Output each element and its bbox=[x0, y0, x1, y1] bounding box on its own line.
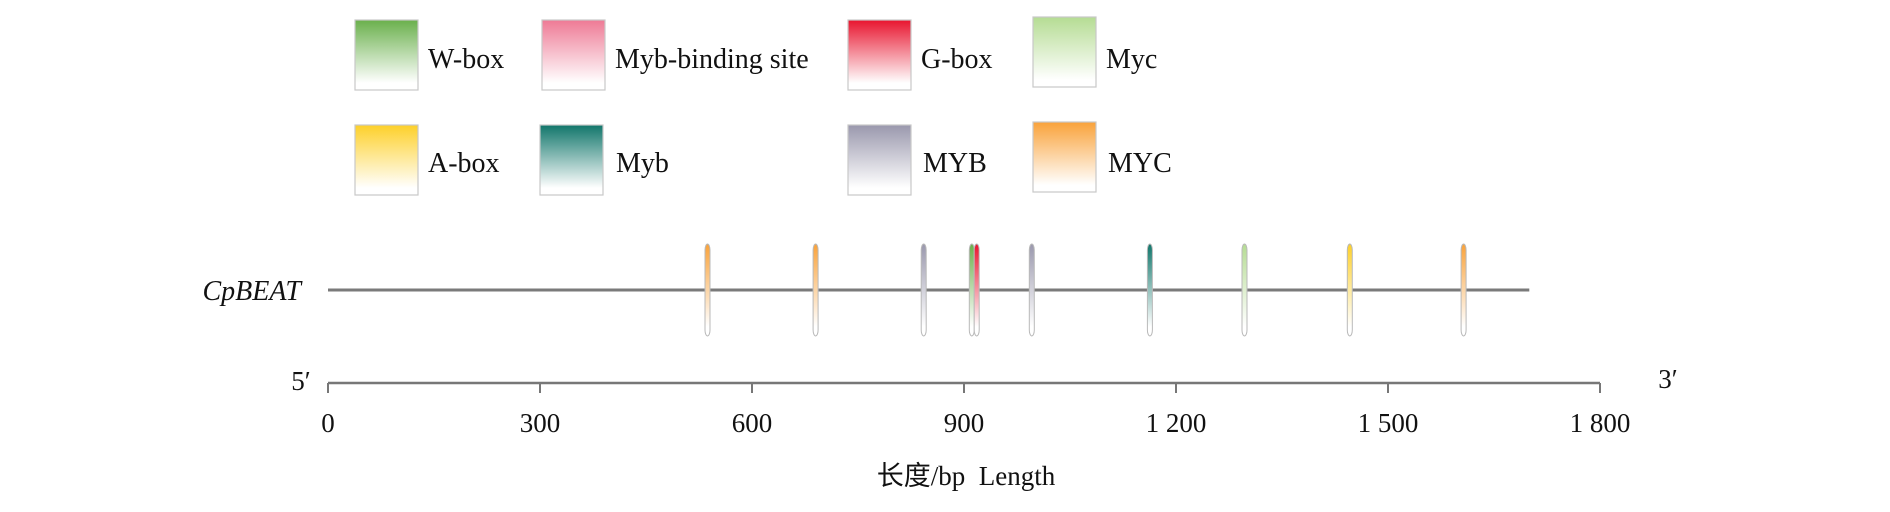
legend-item-w-box: W-box bbox=[354, 19, 504, 91]
element-marker-a-box-8 bbox=[1346, 243, 1353, 337]
legend-item-myb-upper: MYB bbox=[847, 124, 987, 196]
legend-item-g-box: G-box bbox=[847, 19, 993, 91]
legend: W-box Myb-binding site G-box Myc A-box M… bbox=[354, 16, 1172, 196]
five-prime-label: 5′ bbox=[291, 366, 310, 396]
legend-label-myb-upper: MYB bbox=[923, 148, 987, 179]
x-tick-label-1200: 1 200 bbox=[1146, 408, 1207, 438]
legend-swatch-myc bbox=[1032, 16, 1097, 88]
legend-swatch-w-box bbox=[354, 19, 419, 91]
gene-label: CpBEAT bbox=[202, 276, 303, 307]
legend-label-myb-binding-site: Myb-binding site bbox=[615, 44, 809, 75]
legend-item-a-box: A-box bbox=[354, 124, 500, 196]
legend-item-myb: Myb bbox=[539, 124, 669, 196]
element-marker-myc-0 bbox=[704, 243, 711, 337]
element-marker-myb-6 bbox=[1146, 243, 1153, 337]
element-marker-w-box-3 bbox=[968, 243, 975, 337]
x-tick-label-600: 600 bbox=[732, 408, 773, 438]
legend-label-w-box: W-box bbox=[428, 44, 504, 75]
x-axis-title: 长度/bp Length bbox=[877, 461, 1056, 491]
element-markers bbox=[704, 243, 1467, 337]
legend-swatch-myb-upper bbox=[847, 124, 912, 196]
legend-label-myb: Myb bbox=[616, 148, 669, 179]
element-marker-g-box-4 bbox=[973, 243, 980, 337]
legend-label-g-box: G-box bbox=[921, 44, 993, 75]
three-prime-label: 3′ bbox=[1658, 364, 1677, 394]
x-axis: 0 300 600 900 1 200 1 500 1 800 5′ 3′ 长度/bp Le… bbox=[291, 364, 1677, 491]
legend-swatch-myb-binding-site bbox=[541, 19, 606, 91]
x-tick-label-1800: 1 800 bbox=[1570, 408, 1631, 438]
x-tick-label-300: 300 bbox=[520, 408, 561, 438]
x-tick-label-900: 900 bbox=[944, 408, 985, 438]
x-axis-ticks: 0 300 600 900 1 200 1 500 1 800 bbox=[321, 383, 1630, 438]
legend-swatch-g-box bbox=[847, 19, 912, 91]
legend-item-myb-binding-site: Myb-binding site bbox=[541, 19, 809, 91]
element-marker-myc-7 bbox=[1241, 243, 1248, 337]
element-marker-myc-9 bbox=[1460, 243, 1467, 337]
legend-swatch-myc-upper bbox=[1032, 121, 1097, 193]
legend-label-myc: Myc bbox=[1106, 44, 1157, 75]
legend-swatch-myb bbox=[539, 124, 604, 196]
legend-item-myc-upper: MYC bbox=[1032, 121, 1172, 193]
legend-label-a-box: A-box bbox=[428, 148, 500, 179]
legend-swatch-a-box bbox=[354, 124, 419, 196]
element-marker-myc-1 bbox=[812, 243, 819, 337]
legend-item-myc: Myc bbox=[1032, 16, 1157, 88]
x-tick-label-1500: 1 500 bbox=[1358, 408, 1419, 438]
element-marker-myb-5 bbox=[1028, 243, 1035, 337]
legend-label-myc-upper: MYC bbox=[1108, 148, 1172, 179]
element-marker-myb-2 bbox=[920, 243, 927, 337]
x-tick-label-0: 0 bbox=[321, 408, 335, 438]
